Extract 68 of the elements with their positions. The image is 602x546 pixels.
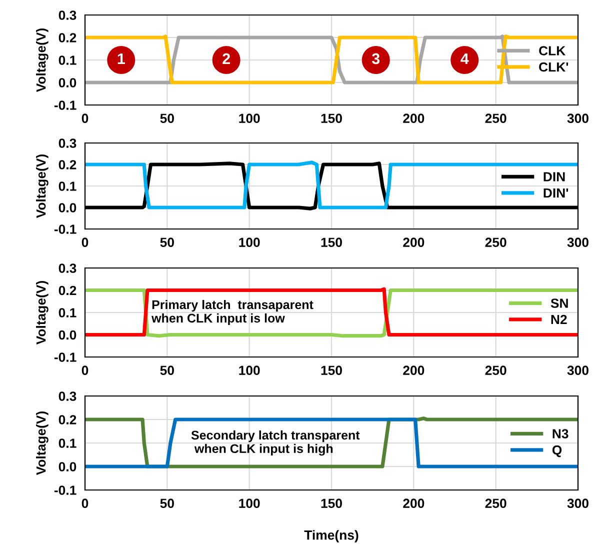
y-tick-label: 0.3 [58, 138, 76, 148]
legend-label: CLK' [539, 62, 568, 72]
x-tick-label: 300 [567, 366, 588, 376]
y-tick-label: 0.1 [58, 56, 76, 65]
x-tick-label: 100 [239, 238, 260, 248]
y-tick-label: -0.1 [54, 224, 76, 234]
legend-label: DIN' [544, 188, 568, 198]
legend-label: N2 [551, 314, 567, 324]
y-tick-label: -0.1 [54, 486, 76, 495]
x-tick-label: 0 [82, 366, 88, 376]
x-tick-label: 300 [567, 498, 588, 508]
annotation: 1 [118, 53, 125, 64]
x-tick-label: 200 [403, 366, 424, 376]
annotation: Primary latch transaparent when CLK input is low [152, 300, 314, 326]
x-tick-label: 250 [485, 238, 506, 248]
y-axis-title: Voltage(V) [36, 28, 48, 92]
x-tick-label: 250 [485, 498, 506, 508]
y-tick-label: 0.2 [58, 286, 76, 296]
legend-label: Q [552, 445, 562, 458]
x-tick-label: 100 [239, 114, 260, 124]
y-tick-label: 0.1 [58, 308, 76, 318]
y-tick-label: 0.2 [58, 415, 76, 424]
x-tick-label: 150 [321, 366, 342, 376]
y-tick-label: 0.0 [58, 203, 76, 212]
y-axis-title: Voltage(V) [36, 154, 48, 218]
y-tick-label: 0.0 [58, 462, 76, 472]
y-tick-label: 0.0 [58, 330, 76, 340]
y-axis-title: Voltage(V) [36, 281, 48, 345]
x-tick-label: 50 [160, 498, 174, 508]
x-tick-label: 0 [82, 498, 88, 508]
annotation: 4 [460, 53, 469, 64]
annotation: 2 [222, 53, 230, 64]
legend-label: DIN [544, 172, 565, 182]
x-tick-label: 250 [485, 366, 506, 376]
x-tick-label: 100 [239, 366, 260, 376]
x-tick-label: 100 [239, 498, 260, 508]
y-tick-label: 0.2 [58, 160, 76, 170]
y-tick-label: 0.3 [58, 10, 76, 20]
x-tick-label: 50 [160, 366, 174, 376]
y-tick-label: 0.3 [58, 264, 76, 273]
annotation: Secondary latch transparent when CLK input is high [191, 430, 360, 456]
x-tick-label: 150 [321, 498, 342, 508]
x-axis-title: Time(ns) [304, 530, 358, 542]
y-tick-label: 0.1 [58, 182, 76, 191]
x-tick-label: 300 [567, 238, 588, 248]
x-tick-label: 200 [403, 238, 424, 248]
x-tick-label: 0 [82, 238, 88, 248]
y-tick-label: 0.3 [58, 392, 76, 401]
y-axis-title: Voltage(V) [36, 412, 48, 476]
y-tick-label: 0.0 [58, 78, 76, 88]
x-tick-label: 150 [321, 114, 342, 124]
y-tick-label: 0.2 [58, 33, 76, 42]
x-tick-label: 150 [321, 238, 342, 248]
x-tick-label: 200 [403, 114, 424, 124]
x-tick-label: 50 [160, 114, 174, 124]
line-series [85, 34, 578, 84]
x-tick-label: 300 [567, 114, 588, 124]
y-tick-label: 0.1 [58, 438, 76, 448]
x-tick-label: 200 [403, 498, 424, 508]
legend-label: SN [550, 298, 568, 308]
legend-label: N3 [552, 429, 568, 438]
x-tick-label: 50 [160, 238, 174, 248]
x-tick-label: 0 [82, 114, 88, 124]
annotation: 3 [372, 53, 380, 64]
y-tick-label: -0.1 [54, 100, 76, 110]
x-tick-label: 250 [485, 114, 506, 124]
legend-label: CLK [539, 46, 566, 56]
y-tick-label: -0.1 [54, 352, 76, 362]
